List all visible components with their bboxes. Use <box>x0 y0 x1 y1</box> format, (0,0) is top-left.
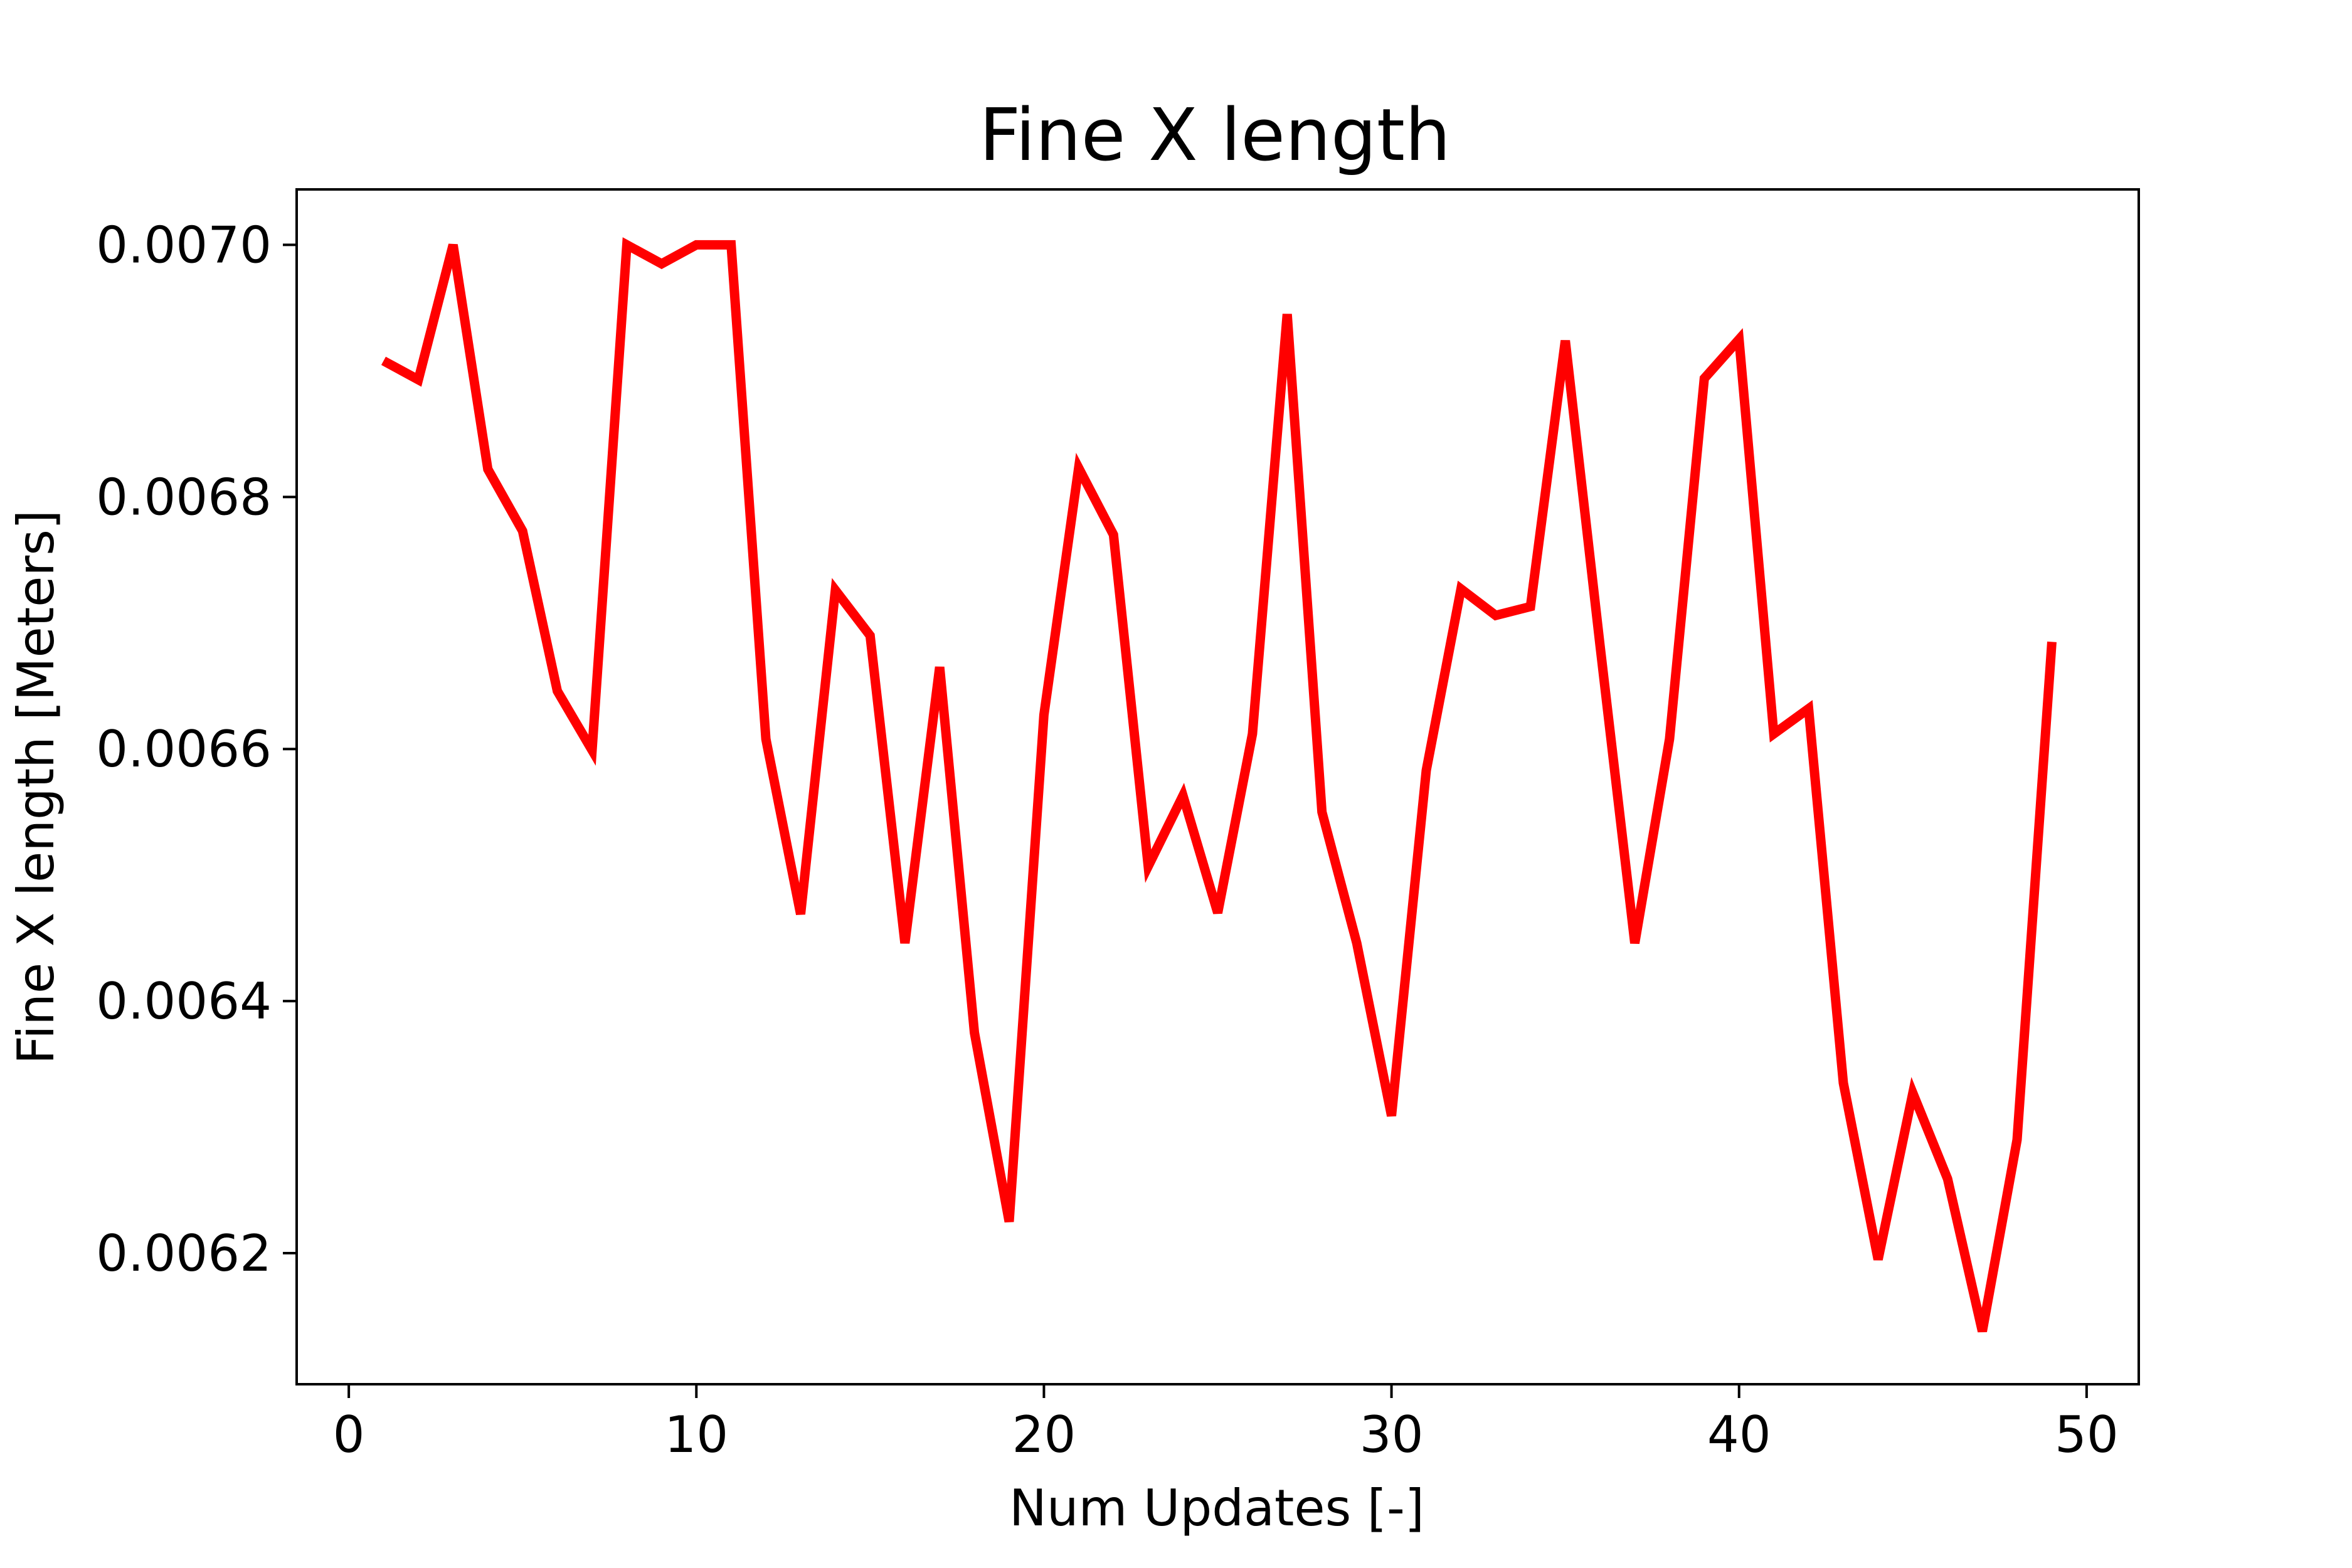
y-tick-label: 0.0068 <box>96 468 272 526</box>
chart-title: Fine X length <box>979 93 1451 177</box>
y-axis-label: Fine X length [Meters] <box>7 510 65 1064</box>
x-tick-label: 50 <box>2055 1406 2119 1464</box>
y-axis-ticks: 0.0062 0.0064 0.0066 0.0068 0.0070 <box>96 216 297 1283</box>
x-axis-label: Num Updates [-] <box>1009 1479 1424 1537</box>
plot-frame <box>295 188 2140 1385</box>
x-tick-label: 0 <box>333 1406 365 1464</box>
x-axis-ticks: 0 10 20 30 40 50 <box>333 1384 2119 1464</box>
x-tick-label: 30 <box>1360 1406 1424 1464</box>
y-tick-label: 0.0064 <box>96 972 272 1030</box>
x-tick-label: 20 <box>1012 1406 1076 1464</box>
y-tick-label: 0.0070 <box>96 216 272 274</box>
x-tick-label: 10 <box>664 1406 728 1464</box>
y-tick-label: 0.0066 <box>96 720 272 778</box>
series-line <box>381 237 2057 1333</box>
x-tick-label: 40 <box>1707 1406 1771 1464</box>
y-tick-label: 0.0062 <box>96 1224 272 1283</box>
